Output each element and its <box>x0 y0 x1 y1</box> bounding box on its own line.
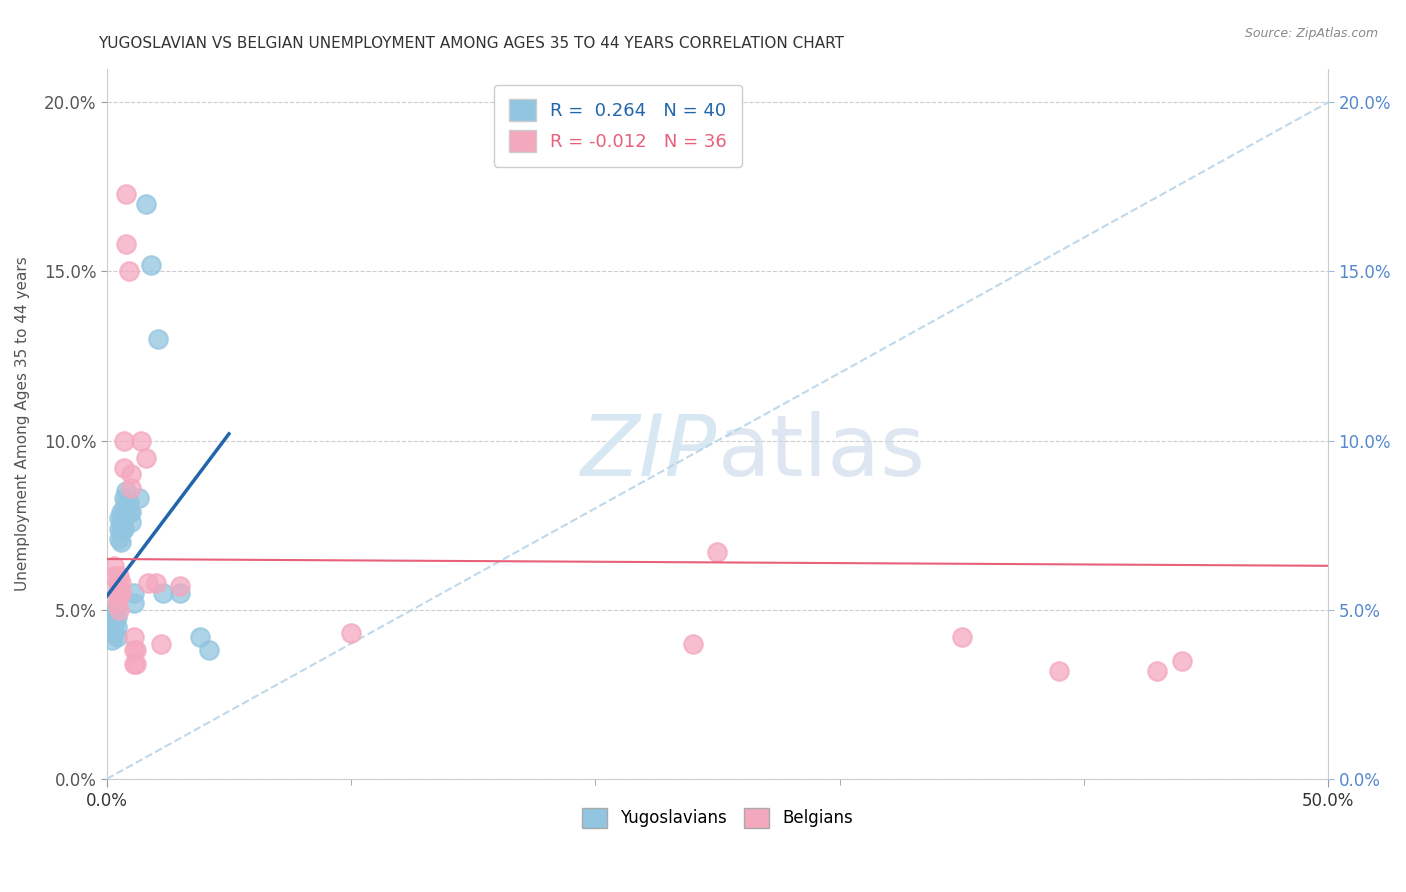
Point <box>108 522 131 536</box>
Point <box>122 643 145 657</box>
Point <box>100 623 122 637</box>
Point <box>682 637 704 651</box>
Point <box>105 596 128 610</box>
Text: Source: ZipAtlas.com: Source: ZipAtlas.com <box>1244 27 1378 40</box>
Point <box>169 579 191 593</box>
Point <box>115 494 138 508</box>
Point <box>136 575 159 590</box>
Point <box>110 586 132 600</box>
Point <box>103 603 125 617</box>
Point <box>146 332 169 346</box>
Point <box>112 434 135 448</box>
Point <box>122 630 145 644</box>
Point <box>108 589 131 603</box>
Point <box>103 558 125 573</box>
Point <box>169 586 191 600</box>
Point <box>100 613 122 627</box>
Point <box>108 579 131 593</box>
Point <box>122 586 145 600</box>
Point <box>120 505 142 519</box>
Point <box>198 643 221 657</box>
Point <box>1146 664 1168 678</box>
Point <box>110 535 132 549</box>
Point <box>108 511 131 525</box>
Point <box>103 616 125 631</box>
Point <box>118 264 141 278</box>
Point <box>98 623 121 637</box>
Point <box>103 626 125 640</box>
Point <box>112 522 135 536</box>
Point <box>706 545 728 559</box>
Point <box>128 491 150 505</box>
Point <box>1170 653 1192 667</box>
Point <box>108 569 131 583</box>
Point <box>115 186 138 201</box>
Point <box>340 626 363 640</box>
Legend: Yugoslavians, Belgians: Yugoslavians, Belgians <box>575 801 859 835</box>
Point <box>112 511 135 525</box>
Point <box>188 630 211 644</box>
Point <box>145 575 167 590</box>
Point <box>129 434 152 448</box>
Y-axis label: Unemployment Among Ages 35 to 44 years: Unemployment Among Ages 35 to 44 years <box>15 256 30 591</box>
Point <box>125 657 148 671</box>
Point <box>135 197 157 211</box>
Point <box>108 603 131 617</box>
Point <box>105 620 128 634</box>
Point <box>135 450 157 465</box>
Point <box>103 609 125 624</box>
Point <box>110 575 132 590</box>
Point <box>112 491 135 505</box>
Point <box>105 609 128 624</box>
Point <box>950 630 973 644</box>
Point <box>139 258 162 272</box>
Point <box>120 467 142 482</box>
Point <box>112 501 135 516</box>
Point <box>120 515 142 529</box>
Point <box>108 532 131 546</box>
Point <box>103 569 125 583</box>
Point <box>110 524 132 539</box>
Point <box>125 643 148 657</box>
Point <box>98 616 121 631</box>
Point <box>110 505 132 519</box>
Point <box>100 633 122 648</box>
Point <box>105 630 128 644</box>
Point <box>118 494 141 508</box>
Point <box>115 237 138 252</box>
Point <box>110 515 132 529</box>
Point <box>152 586 174 600</box>
Text: YUGOSLAVIAN VS BELGIAN UNEMPLOYMENT AMONG AGES 35 TO 44 YEARS CORRELATION CHART: YUGOSLAVIAN VS BELGIAN UNEMPLOYMENT AMON… <box>98 36 845 51</box>
Point <box>122 596 145 610</box>
Point <box>115 484 138 499</box>
Text: ZIP: ZIP <box>581 410 717 493</box>
Point <box>149 637 172 651</box>
Point <box>120 481 142 495</box>
Point <box>105 586 128 600</box>
Point <box>118 505 141 519</box>
Point <box>105 599 128 614</box>
Text: atlas: atlas <box>717 410 925 493</box>
Point <box>122 657 145 671</box>
Point <box>105 575 128 590</box>
Point <box>1047 664 1070 678</box>
Point <box>112 460 135 475</box>
